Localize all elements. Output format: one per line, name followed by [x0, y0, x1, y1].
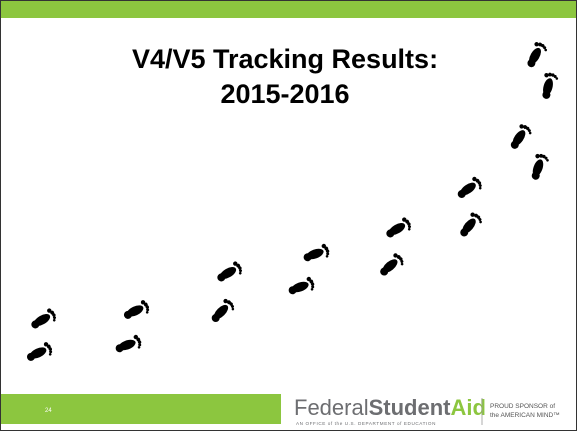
page-number: 24 [45, 408, 52, 414]
logo-word: Federal [294, 395, 369, 420]
sponsor-line: PROUD SPONSOR of [490, 403, 555, 410]
logo-text: FederalStudentAid [294, 395, 486, 420]
title-line: 2015-2016 [220, 79, 349, 109]
top-bar [1, 1, 576, 18]
sponsor-line: the AMERICAN MIND™ [490, 412, 560, 419]
logo-word: Aid [450, 395, 485, 420]
logo-word: Student [369, 395, 452, 420]
bottom-bar [1, 394, 281, 424]
slide: 24 V4/V5 Tracking Results: 2015-2016 Fed… [0, 0, 577, 431]
title-line: V4/V5 Tracking Results: [132, 44, 438, 74]
logo-tagline: AN OFFICE of the U.S. DEPARTMENT of EDUC… [296, 421, 436, 426]
